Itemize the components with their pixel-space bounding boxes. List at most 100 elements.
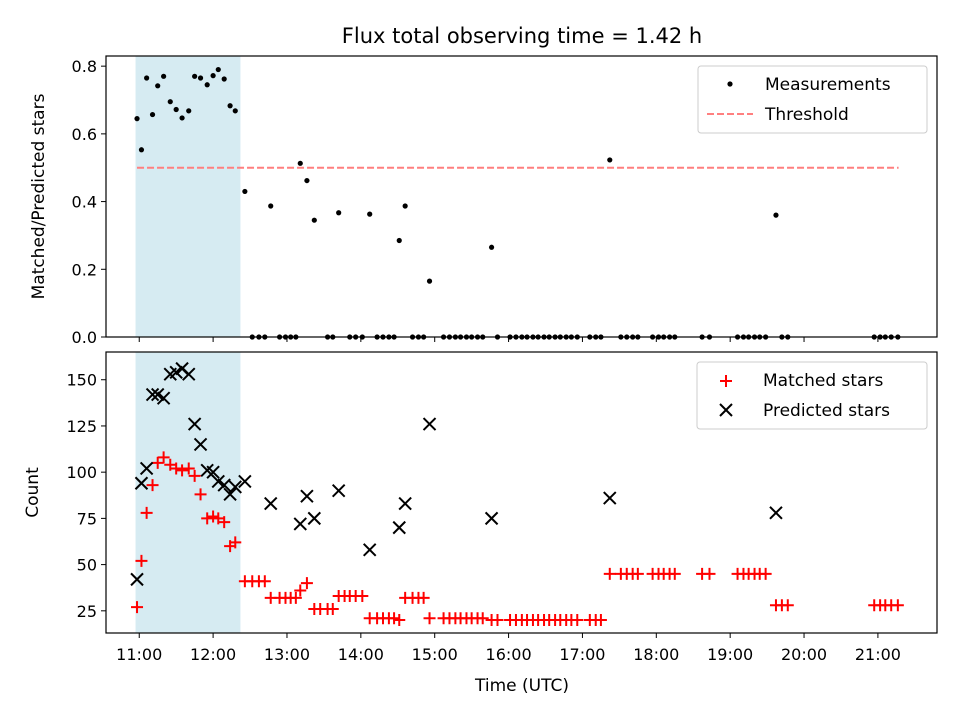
- predicted-star-point: [187, 417, 202, 431]
- top-axes: 0.00.20.40.60.8 Matched/Predicted stars …: [29, 55, 938, 347]
- matched-star-point: [603, 567, 616, 580]
- predicted-star-point: [238, 474, 252, 489]
- predicted-star-point: [228, 480, 242, 494]
- predicted-star-point: [293, 517, 307, 531]
- matched-star-point: [326, 602, 339, 615]
- threshold-legend-label: Threshold: [764, 105, 849, 125]
- matched-star-point: [668, 567, 681, 580]
- matched-star-point: [135, 554, 148, 567]
- matched-star-point: [131, 601, 144, 614]
- predicted-legend-icon: [719, 403, 733, 417]
- predicted-legend-label: Predicted stars: [763, 401, 890, 421]
- x-tick-label: 12:00: [190, 645, 236, 664]
- x-axis-label: Time (UTC): [474, 676, 569, 696]
- bottom-y-axis-label: Count: [23, 467, 43, 518]
- matched-star-point: [781, 599, 794, 612]
- figure-title: Flux total observing time = 1.42 h: [342, 24, 702, 48]
- measurement-point: [210, 73, 216, 79]
- measurement-point: [215, 66, 221, 73]
- y-tick-label: 0.8: [72, 57, 97, 76]
- bottom-axes-frame: [105, 351, 938, 634]
- measurement-point: [607, 157, 613, 163]
- measurement-point: [488, 244, 495, 250]
- matched-star-point: [229, 536, 242, 549]
- y-tick-label: 0.0: [72, 328, 97, 347]
- matched-star-point: [703, 567, 716, 580]
- predicted-star-point: [145, 387, 160, 402]
- predicted-star-point: [264, 496, 278, 511]
- matched-star-point: [188, 469, 201, 482]
- measurement-point: [297, 160, 303, 166]
- matched-star-point: [258, 575, 271, 588]
- x-tick-label: 13:00: [264, 645, 310, 664]
- predicted-star-point: [193, 437, 208, 452]
- measurement-point: [161, 73, 167, 79]
- measurements-legend-icon: [727, 81, 733, 87]
- predicted-star-point: [156, 391, 171, 405]
- measurement-point: [304, 177, 310, 184]
- matched-star-point: [631, 567, 644, 580]
- matched-star-point: [170, 462, 183, 475]
- matched-star-point: [476, 612, 489, 625]
- predicted-star-point: [139, 461, 154, 476]
- measurement-point: [396, 237, 402, 244]
- top-legend: Measurements Threshold: [697, 65, 928, 134]
- x-tick-label: 18:00: [633, 645, 679, 664]
- matched-star-point: [491, 614, 504, 627]
- matched-star-point: [194, 488, 207, 501]
- matched-star-point: [140, 506, 153, 519]
- top-x-ticks: [138, 337, 879, 342]
- matched-legend-icon: [720, 375, 732, 387]
- predicted-star-point: [211, 474, 225, 489]
- bottom-legend: Matched stars Predicted stars: [696, 361, 928, 430]
- measurement-point: [242, 188, 248, 195]
- measurement-point: [311, 217, 317, 223]
- matched-star-point: [157, 451, 170, 464]
- matched-star-point: [594, 614, 607, 627]
- measurement-point: [138, 147, 145, 153]
- measurement-point: [232, 108, 238, 114]
- predicted-star-point: [362, 543, 377, 557]
- observing-window-highlight: [135, 56, 241, 337]
- matched-star-point: [207, 510, 220, 523]
- measurement-point: [227, 103, 233, 109]
- measurement-point: [134, 116, 140, 122]
- matched-star-point: [571, 614, 584, 627]
- x-tick-label: 19:00: [707, 645, 753, 664]
- y-tick-label: 0.6: [72, 125, 97, 144]
- bottom-plot-marks: [130, 361, 904, 627]
- measurement-point: [155, 83, 161, 89]
- matched-star-point: [423, 612, 436, 625]
- y-tick-label: 100: [66, 463, 97, 482]
- x-tick-label: 15:00: [412, 645, 458, 664]
- top-axes-frame: [105, 55, 938, 338]
- x-tick-label: 17:00: [559, 645, 605, 664]
- x-tick-label: 16:00: [486, 645, 532, 664]
- measurement-point: [173, 106, 179, 113]
- predicted-star-point: [603, 491, 617, 505]
- matched-star-point: [289, 591, 302, 604]
- measurement-point: [268, 203, 274, 209]
- predicted-star-point: [169, 365, 183, 380]
- measurements-legend-label: Measurements: [765, 75, 891, 95]
- predicted-star-point: [223, 487, 237, 502]
- measurement-point: [149, 111, 156, 118]
- measurement-point: [167, 99, 173, 105]
- predicted-star-point: [331, 483, 346, 498]
- bottom-legend-box: [696, 361, 928, 430]
- measurement-point: [192, 73, 198, 79]
- measurement-point: [144, 75, 150, 81]
- matched-legend-label: Matched stars: [763, 371, 883, 391]
- predicted-star-point: [398, 496, 412, 511]
- matched-star-point: [218, 516, 231, 529]
- matched-star-point: [356, 590, 369, 603]
- x-tick-label: 11:00: [116, 645, 162, 664]
- x-tick-label: 21:00: [855, 645, 901, 664]
- measurement-point: [773, 212, 779, 218]
- top-y-ticks: 0.0 0.2 0.4 0.6 0.8: [72, 57, 106, 347]
- predicted-star-point: [130, 572, 144, 587]
- y-tick-label: 50: [77, 556, 97, 575]
- y-tick-label: 125: [66, 417, 97, 436]
- measurement-point: [336, 210, 342, 216]
- measurement-point: [367, 211, 373, 217]
